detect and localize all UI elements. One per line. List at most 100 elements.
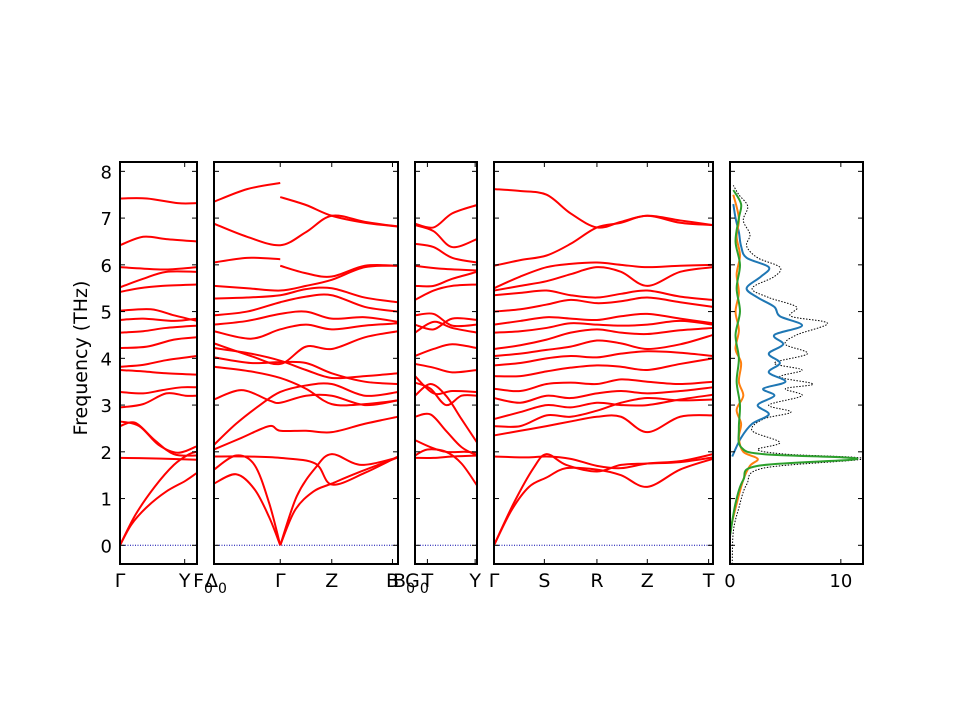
phonon-branch (213, 182, 281, 203)
phonon-branch (119, 283, 198, 293)
phonon-branch (213, 286, 399, 304)
panel-frame (119, 161, 198, 565)
phonon-branch (119, 456, 198, 461)
y-tick-label: 1 (101, 490, 112, 511)
dos-curve-s2 (730, 194, 759, 532)
k-point-label: T (421, 570, 434, 592)
phonon-branch (119, 317, 198, 322)
phonon-branch (493, 261, 714, 290)
k-point-label: S (538, 570, 550, 592)
panel-frame (414, 161, 478, 565)
phonon-branch (213, 347, 399, 380)
phonon-branch (493, 414, 714, 437)
phonon-branch (213, 322, 399, 340)
phonon-branch (213, 415, 399, 451)
panel-frame (213, 161, 399, 565)
phonon-branch (414, 362, 478, 374)
phonon-branch (119, 392, 198, 409)
phonon-branch (493, 296, 714, 313)
phonon-branch (213, 310, 399, 326)
phonon-branch (493, 266, 714, 292)
phonon-branch (279, 453, 399, 546)
phonon-branch (213, 264, 399, 292)
k-point-label: Γ (115, 570, 126, 592)
phonon-branch (414, 454, 478, 459)
phonon-branch (493, 393, 714, 421)
phonon-branch (119, 308, 198, 322)
phonon-branch (213, 293, 399, 317)
y-tick-label: 6 (101, 256, 112, 277)
phonon-branch (279, 263, 399, 278)
phonon-branch (213, 365, 399, 407)
phonon-branch (279, 196, 399, 228)
band-panels: Γ Y F0 Γ Z BΔ0 B0 T YG0 Γ S R Z T (115, 161, 715, 597)
k-point-label: R (590, 570, 603, 592)
band-panel-2: Γ Z B Δ0 B0 (205, 161, 415, 597)
dos-x-tick-label: 10 (829, 571, 852, 592)
phonon-branch (493, 333, 714, 357)
phonon-branch (414, 270, 478, 288)
k-point-label: T (702, 570, 715, 592)
k-point-label: Z (641, 570, 654, 592)
phonon-branch (414, 312, 478, 328)
phonon-branch (493, 453, 714, 470)
phonon-branch (493, 386, 714, 404)
k-point-label-left-subscript: Δ0 (205, 570, 227, 597)
y-tick-label: 0 (101, 536, 112, 557)
phonon-branch (213, 356, 399, 386)
phonon-branch (119, 450, 198, 546)
dos-curves (730, 185, 863, 564)
y-tick-label: 8 (101, 162, 112, 183)
phonon-branch (119, 354, 198, 368)
phonon-branch (119, 472, 198, 546)
k-point-label: B (386, 570, 399, 592)
phonon-branch (493, 289, 714, 301)
y-tick-labels: 0 1 2 3 4 5 6 7 8 (101, 162, 112, 557)
phonon-branch (493, 350, 714, 367)
phonon-branch (493, 357, 714, 378)
phonon-branch (213, 455, 399, 486)
phonon-branch (119, 369, 198, 376)
band-panel-1: Γ Y F0 (115, 161, 213, 597)
phonon-branch (213, 454, 282, 546)
dos-curve-total (731, 185, 863, 564)
phonon-branch (414, 224, 478, 249)
phonon-branch (213, 382, 399, 446)
k-point-label-left-subscript: G0 (405, 570, 429, 597)
y-tick-label: 7 (101, 209, 112, 230)
dos-x-tick-label: 0 (724, 571, 735, 592)
phonon-branch (493, 378, 714, 393)
k-point-label: Z (325, 570, 338, 592)
dos-frame (729, 161, 864, 565)
phonon-branch (414, 264, 478, 272)
phonon-branch (414, 242, 478, 264)
k-point-label: Γ (489, 570, 500, 592)
k-point-label-right-subscript: F0 (193, 570, 213, 597)
phonon-branch (493, 319, 714, 334)
phonon-branch (213, 330, 399, 366)
y-tick-label: 2 (101, 443, 112, 464)
phonon-branch (119, 197, 198, 205)
phonon-branch (119, 270, 198, 289)
phonon-branch (414, 317, 478, 331)
k-point-label: Y (178, 570, 191, 592)
phonon-branch (119, 336, 198, 350)
phonon-branch (119, 420, 198, 454)
phonon-branch (119, 266, 198, 271)
k-point-label: Γ (275, 570, 286, 592)
phonon-branch (493, 214, 714, 267)
y-tick-label: 4 (101, 349, 112, 370)
phonon-branch (279, 456, 399, 546)
y-axis-label: Frequency (THz) (70, 281, 92, 436)
dos-curve-s1 (731, 203, 804, 457)
panel-frame (493, 161, 714, 565)
phonon-branch (493, 457, 714, 546)
phonon-branch (213, 256, 281, 264)
phonon-branch (414, 448, 478, 487)
phonon-branch (414, 375, 478, 396)
phonon-branch (414, 204, 478, 229)
phonon-branch (119, 324, 198, 334)
phonon-branch (213, 473, 282, 546)
phonon-branch (119, 235, 198, 247)
